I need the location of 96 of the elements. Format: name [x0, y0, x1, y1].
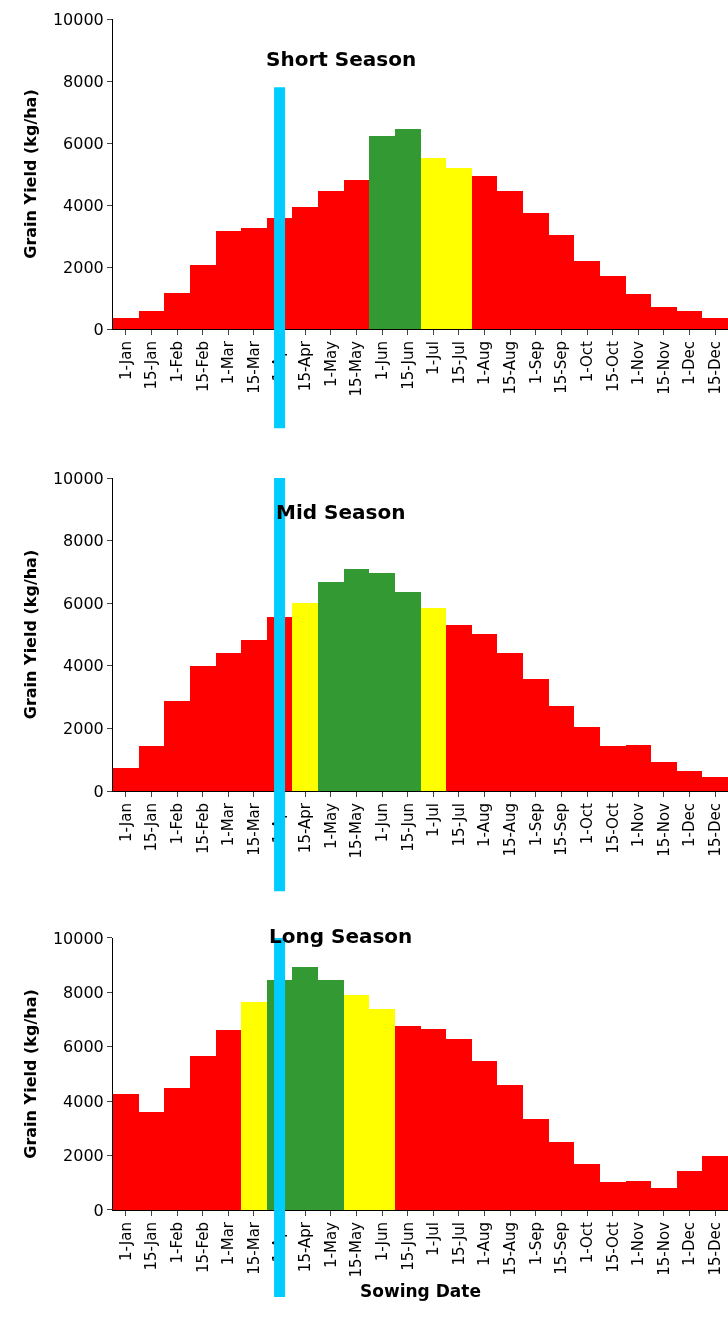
- x-tick-label: 15-Nov: [654, 340, 673, 395]
- bar: [241, 1001, 267, 1210]
- y-tick-label: 10000: [52, 928, 104, 948]
- x-tick-label: 15-Jul: [449, 341, 468, 385]
- y-axis-title: Grain Yield (kg/ha): [20, 89, 40, 259]
- bar: [421, 608, 446, 792]
- x-tick-label: 1-May: [321, 1221, 340, 1268]
- x-tick-label: 1-Jul: [424, 803, 443, 837]
- y-tick-label: 0: [93, 1200, 104, 1220]
- x-tick-label: 15-Jul: [449, 803, 468, 847]
- y-tick-label: 6000: [63, 133, 104, 153]
- y-tick-label: 8000: [63, 71, 104, 91]
- x-tick-label: 15-Apr: [296, 340, 315, 392]
- x-tick-label: 1-Aug: [475, 1222, 494, 1266]
- x-tick-label: 1-Aug: [475, 341, 494, 385]
- x-tick-label: 15-Jun: [398, 341, 417, 390]
- x-tick-label: 15-Mar: [244, 340, 263, 394]
- x-axis-title: Sowing Date: [360, 1280, 481, 1301]
- x-tick-label: 1-Dec: [680, 1222, 699, 1266]
- x-tick-label: 1-Sep: [526, 803, 545, 847]
- x-tick-label: 15-Jun: [398, 803, 417, 852]
- x-tick-label: 1-Jun: [372, 341, 391, 381]
- x-tick-label: 15-Dec: [706, 803, 725, 857]
- x-tick-label: 15-Sep: [552, 1222, 571, 1275]
- x-tick-label: 15-Oct: [603, 802, 622, 854]
- x-tick-label: 15-Jul: [449, 1222, 468, 1266]
- x-tick-label: 15-Nov: [654, 802, 673, 857]
- x-tick-label: 1-Jul: [424, 341, 443, 375]
- y-tick-label: 0: [93, 319, 104, 339]
- x-tick-label: 15-Dec: [706, 1222, 725, 1276]
- x-tick-label: 1-May: [321, 340, 340, 387]
- x-tick-label: 1-Nov: [629, 340, 648, 386]
- y-axis-title: Grain Yield (kg/ha): [20, 989, 40, 1159]
- x-tick-label: 1-Jan: [116, 803, 135, 842]
- x-tick-label: 15-Mar: [244, 802, 263, 856]
- x-tick-label: 1-Oct: [577, 802, 596, 845]
- x-tick-label: 15-Feb: [193, 1222, 212, 1274]
- x-tick-label: 15-Nov: [654, 1221, 673, 1276]
- x-tick-label: 1-Dec: [680, 803, 699, 847]
- x-tick-label: 15-Sep: [552, 341, 571, 394]
- y-tick-label: 8000: [63, 531, 104, 551]
- x-tick-label: 15-Oct: [603, 340, 622, 392]
- bar: [292, 603, 318, 792]
- x-tick-label: 1-Sep: [526, 1222, 545, 1266]
- x-tick-label: 1-Mar: [219, 1221, 238, 1266]
- x-tick-label: 15-Jan: [142, 803, 161, 852]
- x-tick-label: 1-Feb: [167, 1222, 186, 1264]
- x-tick-label: 1-Sep: [526, 341, 545, 385]
- x-tick-label: 1-Mar: [219, 340, 238, 385]
- y-tick-label: 4000: [63, 1091, 104, 1111]
- y-tick-label: 4000: [63, 195, 104, 215]
- x-tick-label: 15-Mar: [244, 1221, 263, 1275]
- x-tick-label: 1-Aug: [475, 803, 494, 847]
- x-tick-label: 1-Jun: [372, 803, 391, 843]
- x-tick-label: 1-Nov: [629, 1221, 648, 1267]
- x-tick-label: 1-Nov: [629, 802, 648, 848]
- chart-title: Long Season: [269, 924, 413, 948]
- x-tick-label: 15-May: [347, 1221, 366, 1278]
- x-tick-label: 15-Feb: [193, 341, 212, 393]
- x-tick-label: 1-Dec: [680, 341, 699, 385]
- y-axis-title: Grain Yield (kg/ha): [20, 549, 40, 720]
- x-tick-label: 15-Aug: [501, 803, 520, 857]
- x-tick-label: 1-Jun: [372, 1222, 391, 1262]
- y-tick-label: 6000: [63, 593, 104, 613]
- x-tick-label: 15-Jan: [142, 341, 161, 390]
- y-tick-label: 6000: [63, 1037, 104, 1057]
- x-tick-label: 1-May: [321, 802, 340, 849]
- x-tick-label: 15-Apr: [296, 802, 315, 854]
- x-tick-label: 15-Apr: [296, 1221, 315, 1273]
- y-tick-label: 2000: [63, 1146, 104, 1166]
- x-tick-label: 15-Jan: [142, 1222, 161, 1271]
- x-tick-label: 1-Jan: [116, 341, 135, 380]
- x-tick-label: 1-Mar: [219, 802, 238, 847]
- x-tick-label: 15-Dec: [706, 341, 725, 395]
- x-tick-label: 1-Feb: [167, 803, 186, 845]
- text: Short Season: [266, 47, 417, 71]
- x-tick-label: 15-Feb: [193, 803, 212, 855]
- y-tick-label: 2000: [63, 719, 104, 739]
- y-tick-label: 0: [93, 781, 104, 801]
- x-tick-label: 15-May: [347, 340, 366, 397]
- x-tick-label: 15-Sep: [552, 803, 571, 856]
- y-tick-label: 10000: [52, 468, 104, 488]
- x-tick-label: 15-May: [347, 802, 366, 859]
- y-tick-label: 8000: [63, 982, 104, 1002]
- y-tick-label: 4000: [63, 656, 104, 676]
- x-tick-label: 1-Jan: [116, 1222, 135, 1261]
- x-tick-label: 15-Aug: [501, 341, 520, 395]
- y-tick-label: 10000: [52, 9, 104, 29]
- x-tick-label: 1-Oct: [577, 340, 596, 383]
- x-tick-label: 15-Oct: [603, 1221, 622, 1273]
- x-tick-label: 1-Jul: [424, 1222, 443, 1256]
- x-tick-label: 1-Oct: [577, 1221, 596, 1264]
- x-tick-label: 15-Jun: [398, 1222, 417, 1271]
- x-tick-label: 1-Feb: [167, 341, 186, 383]
- y-tick-label: 2000: [63, 257, 104, 277]
- x-tick-label: 15-Aug: [501, 1222, 520, 1276]
